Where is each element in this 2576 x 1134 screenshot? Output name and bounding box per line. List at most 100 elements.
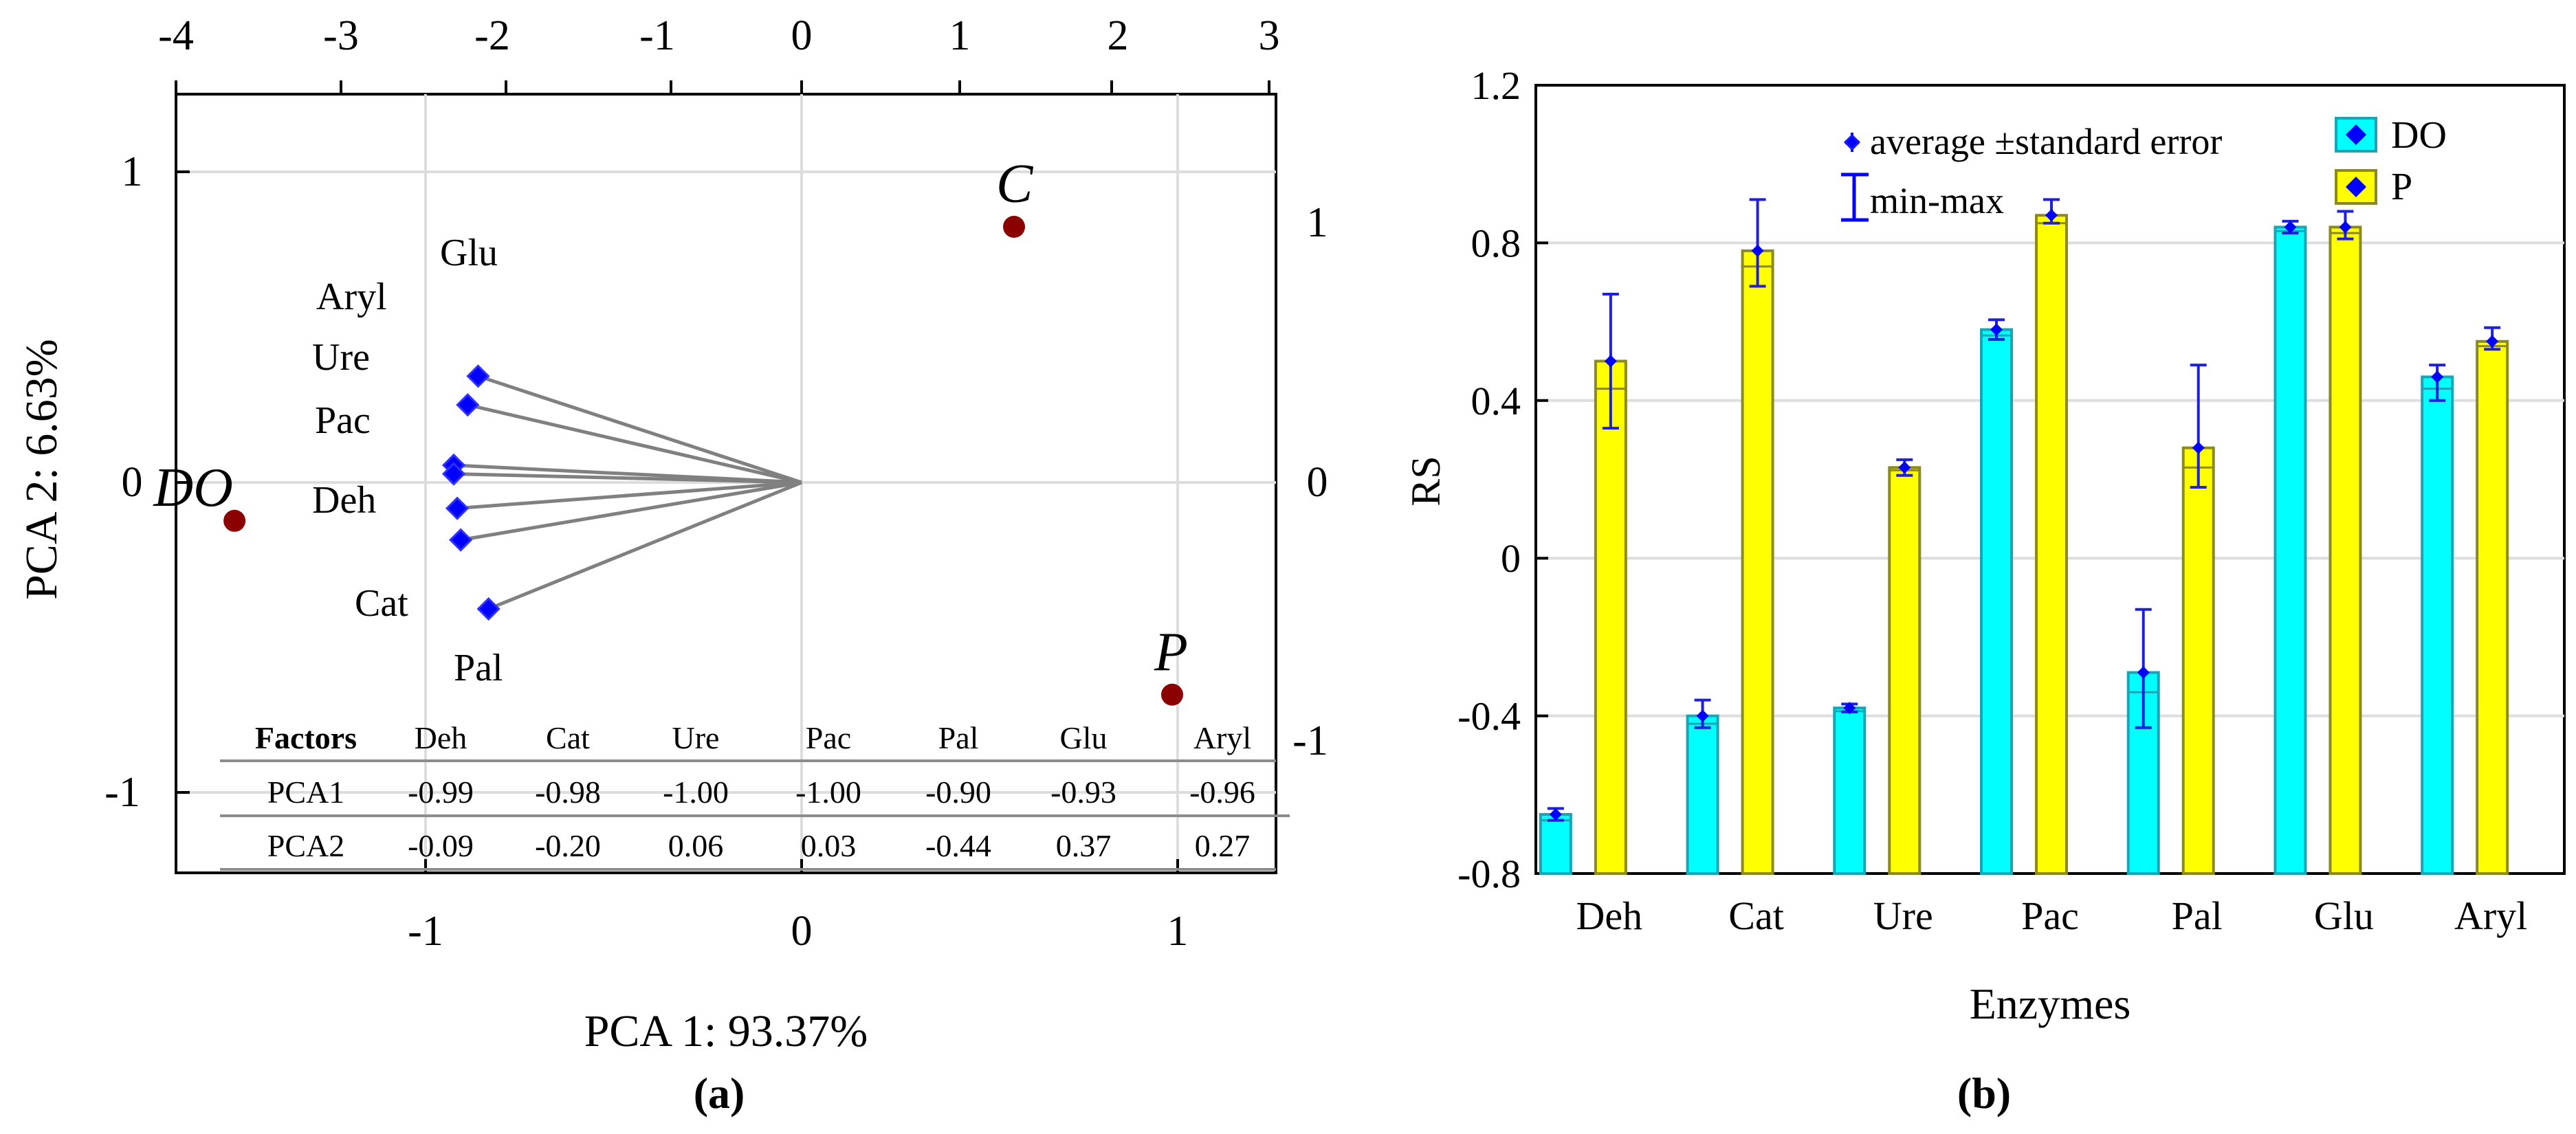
loading-vector-glu [477, 374, 802, 485]
bar-p-glu [2329, 225, 2362, 875]
score-point-p [1161, 683, 1183, 706]
y-tick-label: 1 [122, 148, 143, 195]
table-cell: -0.90 [925, 775, 991, 810]
loading-marker-glu [466, 364, 490, 388]
factor-table: Factors Deh Cat Ure Pac Pal Glu Aryl PCA1 -0.99 -0… [220, 720, 1290, 871]
bar-y-tick-labels: 1.2 0.8 0.4 0 -0.4 -0.8 [1457, 63, 1521, 896]
bar-x-tick-label: Pal [2172, 893, 2223, 938]
mean-marker-p [2192, 441, 2205, 454]
bar-p-aryl [2476, 340, 2509, 875]
bar-x-tick-label: Pac [2021, 893, 2079, 938]
x-tick-label: -1 [408, 908, 443, 955]
loading-vector-aryl [467, 403, 802, 485]
table-header-cell: Aryl [1193, 720, 1251, 755]
error-legend: average ±standard error min-max [1841, 121, 2222, 222]
bar-y-axis-title: RS [1403, 456, 1449, 506]
bar-x-tick-label: Glu [2314, 893, 2374, 938]
variable-label-pac: Pac [315, 399, 371, 442]
bar-do-deh [1539, 812, 1572, 875]
variable-label-pal: Pal [454, 647, 503, 689]
bar-p-ure [1888, 466, 1922, 875]
mean-marker-do [1549, 808, 1562, 821]
score-point-do [223, 509, 246, 532]
table-cell: -0.09 [408, 828, 474, 863]
bar-do-aryl [2421, 375, 2454, 875]
variable-label-glu: Glu [440, 232, 498, 274]
right-tick-label: -1 [1292, 718, 1328, 764]
bar-do-pac [1980, 328, 2013, 875]
score-points: DO C P [153, 154, 1188, 706]
table-header-cell: Ure [672, 720, 720, 755]
top-tick-label: 2 [1108, 12, 1129, 59]
table-cell: -0.20 [535, 828, 601, 863]
mean-marker-do [2284, 221, 2297, 234]
table-cell: -0.44 [925, 828, 991, 863]
mean-marker-p [2339, 221, 2352, 234]
loading-marker-aryl [456, 392, 480, 417]
bar-x-axis-title: Enzymes [1970, 979, 2131, 1028]
bar-do-glu [2274, 225, 2307, 875]
bar-x-tick-labels: Deh Cat Ure Pac Pal Glu Aryl [1576, 893, 2528, 938]
score-label-c: C [996, 154, 1034, 214]
loading-marker-pal [476, 597, 500, 621]
loading-marker-cat [449, 528, 473, 552]
table-header-cell: Cat [546, 720, 590, 755]
loading-vectors [453, 374, 802, 611]
table-cell: 0.06 [668, 828, 724, 863]
table-header-cell: Pal [938, 720, 979, 755]
mean-marker-p [1604, 355, 1617, 368]
pca-biplot-panel: Glu Aryl Ure Pac Deh Cat Pal DO C P Factors Deh Ca… [16, 12, 1328, 1118]
right-tick-label: 0 [1307, 459, 1328, 506]
variable-label-ure: Ure [312, 336, 370, 379]
mean-marker-do [1990, 323, 2003, 336]
bars [1539, 198, 2509, 875]
top-tick-label: -3 [323, 12, 359, 59]
bar-y-tick-label: 0.4 [1471, 379, 1521, 423]
panel-label-b: (b) [1957, 1069, 2011, 1118]
top-tick-label: 0 [791, 12, 813, 59]
bar-p-deh [1594, 359, 1627, 875]
variable-label-aryl: Aryl [316, 276, 387, 318]
mean-marker-do [1843, 702, 1856, 715]
mean-marker-p [2045, 209, 2058, 222]
table-cell: 0.03 [801, 828, 857, 863]
y-tick-label: 0 [122, 459, 143, 506]
mean-marker-p [1898, 461, 1911, 474]
table-cell: PCA2 [267, 828, 344, 863]
panel-label-a: (a) [694, 1069, 745, 1118]
table-cell: PCA1 [267, 775, 344, 810]
legend-diamond-icon [2346, 124, 2366, 145]
min-max-icon [1841, 173, 1869, 222]
table-cell: -0.93 [1050, 775, 1116, 810]
loading-vector-pac [453, 471, 802, 485]
bar-do-cat [1686, 714, 1719, 875]
min-max-legend-label: min-max [1870, 180, 2004, 221]
mean-marker-do [2431, 370, 2444, 383]
mean-marker-do [2137, 666, 2150, 679]
biplot-tick-labels: -1 0 1 1 0 -1 -4 -3 -2 -1 0 1 2 3 1 0 -1 [104, 12, 1328, 955]
bar-y-tick-label: 0.8 [1471, 221, 1521, 265]
loading-marker-deh [445, 496, 470, 520]
top-tick-label: 3 [1259, 12, 1280, 59]
table-cell: -1.00 [663, 775, 729, 810]
legend-label-do: DO [2391, 114, 2447, 157]
table-cell: -1.00 [795, 775, 861, 810]
bar-x-tick-label: Deh [1576, 893, 1643, 938]
loading-labels: Glu Aryl Ure Pac Deh Cat Pal [312, 232, 503, 689]
table-header-cell: Factors [255, 720, 357, 755]
average-legend-label: average ±standard error [1870, 121, 2222, 162]
bar-x-tick-label: Aryl [2454, 893, 2527, 938]
bar-do-ure [1833, 707, 1867, 875]
legend-label-p: P [2391, 166, 2412, 208]
bar-x-tick-label: Ure [1873, 893, 1933, 938]
right-tick-label: 1 [1307, 199, 1328, 246]
loading-vector-deh [456, 480, 802, 511]
x-tick-label: 1 [1167, 908, 1189, 955]
table-header-cell: Glu [1060, 720, 1108, 755]
table-cell: 0.27 [1195, 828, 1251, 863]
mean-marker-p [1751, 244, 1764, 257]
series-legend: DO P [2335, 114, 2447, 208]
score-point-c [1003, 216, 1025, 238]
table-cell: -0.96 [1189, 775, 1255, 810]
